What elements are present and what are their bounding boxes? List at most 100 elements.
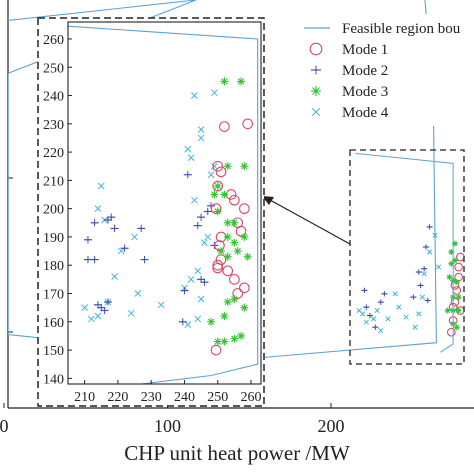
inset-point xyxy=(229,274,240,285)
inset-point xyxy=(194,267,202,275)
inset-point xyxy=(197,126,205,133)
inset-point xyxy=(223,252,232,261)
cluster-point xyxy=(424,297,431,304)
legend-label: Feasible region bou xyxy=(342,21,461,37)
cluster-point xyxy=(412,324,418,330)
inset-point xyxy=(220,190,229,199)
cluster-point xyxy=(452,286,462,295)
inset-point xyxy=(223,232,232,241)
cluster-point xyxy=(403,314,409,320)
cluster-point xyxy=(446,327,456,337)
inset-point xyxy=(117,247,125,255)
inset-point xyxy=(100,306,109,315)
inset-point xyxy=(83,236,92,244)
inset-point xyxy=(134,290,142,297)
inset-axes-box xyxy=(67,21,262,385)
cluster-point xyxy=(385,316,391,322)
inset-point xyxy=(94,312,102,320)
inset-point xyxy=(127,309,135,317)
inset-point xyxy=(137,224,146,233)
cluster-point xyxy=(416,311,422,317)
cluster-point xyxy=(421,271,427,277)
inset-point xyxy=(194,315,202,323)
inset-x-tick-label: 230 xyxy=(141,390,162,405)
inset-y-tick-label: 200 xyxy=(43,203,64,218)
main-x-tick-label: 100 xyxy=(154,416,181,436)
inset-plot: 140 150 160 170 180 190 200 210 220 230 240 250 260 2… xyxy=(37,17,265,407)
main-x-tick-label: 200 xyxy=(318,416,345,436)
cluster-point xyxy=(360,311,366,317)
inset-point xyxy=(201,239,208,246)
inset-point xyxy=(211,89,218,97)
inset-point xyxy=(230,238,239,247)
inset-y-tick-label: 150 xyxy=(43,344,64,359)
inset-point xyxy=(242,118,254,130)
inset-point xyxy=(214,240,225,251)
inset-y-tick-label: 190 xyxy=(43,231,64,246)
cluster-point xyxy=(455,307,462,314)
cluster-point xyxy=(427,249,433,255)
inset-y-tick-label: 220 xyxy=(43,146,64,161)
inset-point xyxy=(107,213,116,221)
inset-y-tick-label: 140 xyxy=(43,372,64,387)
inset-point xyxy=(230,334,239,343)
legend-marker xyxy=(309,42,323,56)
inset-point xyxy=(157,301,165,309)
cluster-point xyxy=(361,287,368,294)
cluster-point xyxy=(366,312,373,319)
legend-marker xyxy=(311,86,321,96)
cluster-point xyxy=(415,269,422,275)
cluster-point xyxy=(454,262,463,272)
cluster-point xyxy=(453,324,460,331)
legend: Feasible region bou Mode 1 Mode 2 Mode 3 Mod… xyxy=(292,14,474,126)
inset-point xyxy=(212,262,224,274)
inset-point xyxy=(140,255,149,264)
inset-point xyxy=(240,303,249,312)
inset-y-tick-label: 180 xyxy=(43,259,64,274)
cluster-point xyxy=(370,316,377,322)
inset-point xyxy=(90,219,99,227)
inset-point xyxy=(81,304,88,311)
inset-point xyxy=(204,233,212,241)
inset-point xyxy=(223,297,232,306)
cluster-point xyxy=(426,224,433,230)
inset-point xyxy=(111,273,118,280)
inset-point xyxy=(187,276,195,283)
cluster-point xyxy=(417,282,424,289)
inset-point xyxy=(240,162,249,171)
inset-point xyxy=(235,225,247,237)
inset-point xyxy=(203,207,212,216)
inset-point xyxy=(213,182,222,191)
inset-point xyxy=(237,77,246,86)
inset-point xyxy=(178,318,187,326)
cluster-point xyxy=(396,304,402,310)
inset-y-tick-label: 260 xyxy=(43,33,64,48)
inset-point xyxy=(184,321,192,328)
inset-dashed-border xyxy=(37,17,265,407)
cluster-point xyxy=(363,304,370,310)
inset-point xyxy=(230,295,239,304)
inset-point xyxy=(239,203,250,215)
inset-point xyxy=(230,218,239,227)
cluster-points xyxy=(355,152,465,353)
inset-point xyxy=(237,331,246,340)
legend-box-bg xyxy=(292,14,474,126)
cluster-point xyxy=(392,291,398,297)
inset-point xyxy=(215,166,227,178)
inset-point xyxy=(243,252,252,261)
cluster-point xyxy=(363,319,369,325)
inset-point xyxy=(223,162,232,171)
legend-label: Mode 2 xyxy=(342,63,388,79)
cluster-point xyxy=(374,307,380,314)
inset-point xyxy=(207,317,216,326)
inset-point xyxy=(229,194,240,206)
main-x-tick-label: 0 xyxy=(0,416,9,436)
cluster-point xyxy=(455,294,462,301)
inset-y-tick-label: 240 xyxy=(43,90,64,105)
inset-x-tick-label: 220 xyxy=(107,390,128,405)
inset-point xyxy=(222,265,234,277)
inset-point xyxy=(217,247,226,256)
cluster-point xyxy=(423,244,429,250)
inset-point xyxy=(220,77,229,86)
inset-point xyxy=(233,247,242,256)
